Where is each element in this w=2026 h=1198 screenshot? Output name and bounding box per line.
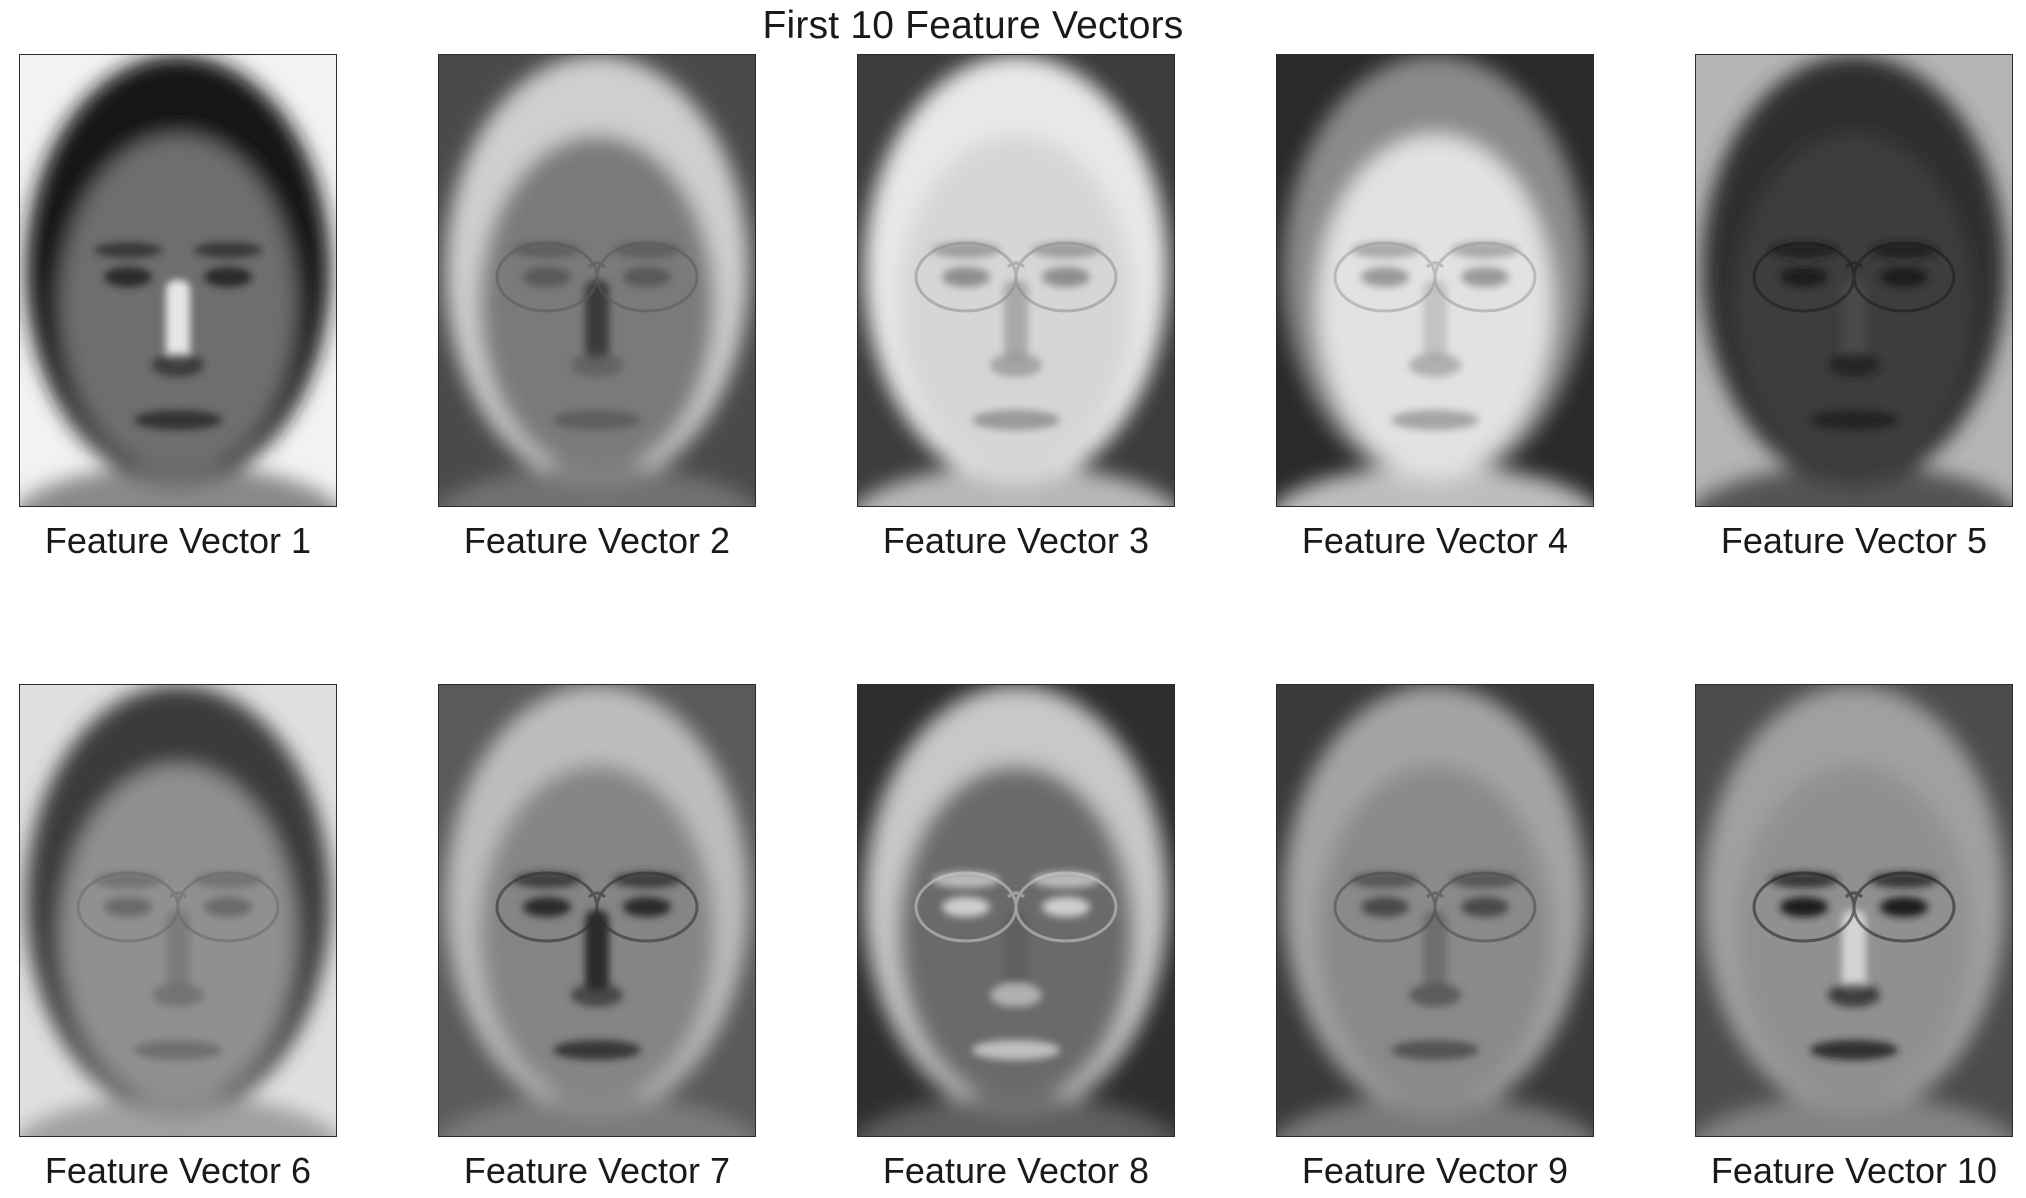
feature-vector-panel: Feature Vector 5 — [1695, 54, 2013, 563]
eigenface-picture — [1696, 55, 2012, 506]
eigenface-picture — [20, 685, 336, 1136]
feature-vector-panel: Feature Vector 10 — [1695, 684, 2013, 1193]
figure-title: First 10 Feature Vectors — [762, 4, 1184, 47]
eigenface-picture — [439, 685, 755, 1136]
panel-caption: Feature Vector 5 — [1720, 520, 1988, 561]
feature-vector-panel: Feature Vector 9 — [1276, 684, 1594, 1193]
panel-caption: Feature Vector 2 — [463, 520, 731, 561]
eigenface-image — [19, 684, 337, 1137]
eigenface-picture — [858, 55, 1174, 506]
eigenface-image — [857, 54, 1175, 507]
eigenface-picture — [439, 55, 755, 506]
feature-vector-panel: Feature Vector 1 — [19, 54, 337, 563]
eigenface-image — [1276, 54, 1594, 507]
eigenface-image — [438, 684, 756, 1137]
eigenface-image — [857, 684, 1175, 1137]
feature-vector-panel: Feature Vector 4 — [1276, 54, 1594, 563]
eigenface-image — [1276, 684, 1594, 1137]
feature-vector-panel: Feature Vector 3 — [857, 54, 1175, 563]
eigenface-image — [1695, 54, 2013, 507]
panel-caption: Feature Vector 9 — [1301, 1150, 1569, 1191]
panel-caption: Feature Vector 4 — [1301, 520, 1569, 561]
feature-vector-panel: Feature Vector 6 — [19, 684, 337, 1193]
eigenface-image — [19, 54, 337, 507]
eigenface-picture — [858, 685, 1174, 1136]
panel-caption: Feature Vector 7 — [463, 1150, 731, 1191]
eigenface-picture — [20, 55, 336, 506]
eigenface-image — [1695, 684, 2013, 1137]
panel-caption: Feature Vector 3 — [882, 520, 1150, 561]
feature-vector-panel: Feature Vector 7 — [438, 684, 756, 1193]
panel-caption: Feature Vector 10 — [1710, 1150, 1998, 1191]
eigenface-image — [438, 54, 756, 507]
eigenface-picture — [1277, 55, 1593, 506]
panel-caption: Feature Vector 6 — [44, 1150, 312, 1191]
feature-vector-panel: Feature Vector 8 — [857, 684, 1175, 1193]
panel-caption: Feature Vector 1 — [44, 520, 312, 561]
panel-caption: Feature Vector 8 — [882, 1150, 1150, 1191]
eigenface-picture — [1696, 685, 2012, 1136]
eigenface-picture — [1277, 685, 1593, 1136]
feature-vector-panel: Feature Vector 2 — [438, 54, 756, 563]
